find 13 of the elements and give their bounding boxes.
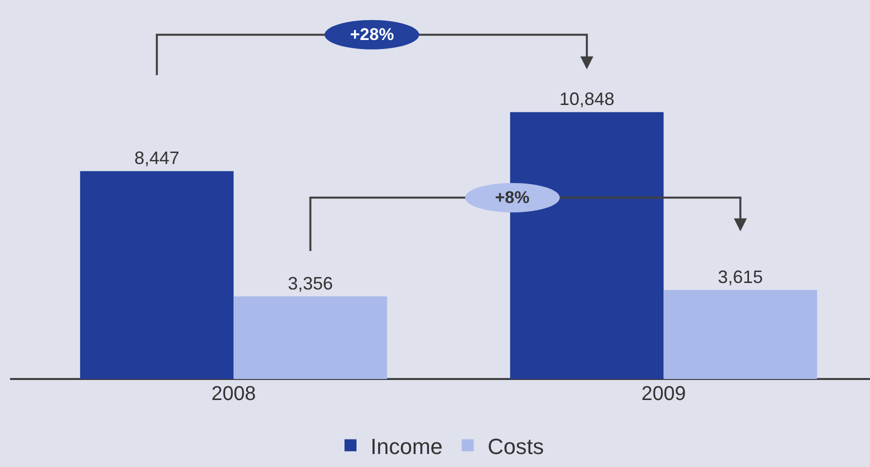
annotation: +8% — [495, 188, 530, 207]
data-label: 10,848 — [559, 89, 614, 110]
data-label: 3,356 — [288, 273, 333, 294]
legend-label: Costs — [488, 434, 544, 459]
legend-label: Income — [370, 434, 443, 459]
bar — [664, 290, 818, 379]
data-label: 8,447 — [134, 148, 180, 168]
bar — [80, 171, 234, 379]
bar — [234, 296, 388, 379]
text: +28% — [350, 25, 394, 44]
x-tick-label: 2008 — [211, 383, 256, 405]
data-label: 3,615 — [718, 267, 763, 288]
x-tick-label: 2009 — [641, 383, 686, 405]
